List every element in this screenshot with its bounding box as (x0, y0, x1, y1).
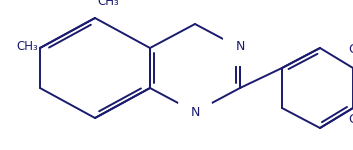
Text: N: N (235, 40, 245, 54)
Text: CH₃: CH₃ (97, 0, 119, 8)
Text: N: N (190, 106, 200, 120)
Text: Cl: Cl (348, 113, 353, 126)
Text: CH₃: CH₃ (16, 39, 38, 52)
Text: Cl: Cl (348, 43, 353, 56)
